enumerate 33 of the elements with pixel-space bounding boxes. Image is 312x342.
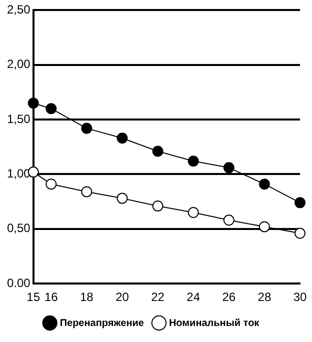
legend-label: Перенапряжение xyxy=(60,318,144,329)
point xyxy=(188,207,199,218)
y-tick-label: 2,50 xyxy=(6,2,31,17)
point xyxy=(28,98,39,109)
point xyxy=(258,221,270,232)
point xyxy=(223,162,234,174)
point xyxy=(223,214,234,226)
x-tick-label: 16 xyxy=(44,290,58,304)
point xyxy=(46,178,57,190)
x-tick-label: 28 xyxy=(258,290,272,304)
point xyxy=(116,132,128,144)
y-tick-label: 0,50 xyxy=(6,221,31,236)
point xyxy=(81,186,92,198)
point xyxy=(81,122,92,134)
point xyxy=(294,197,306,208)
point xyxy=(294,228,306,239)
legend-label: Номинальный ток xyxy=(168,318,260,329)
x-tick-label: 30 xyxy=(293,290,307,304)
y-tick-label: 1,50 xyxy=(6,112,31,126)
x-tick-label: 15 xyxy=(26,290,40,304)
x-tick-label: 20 xyxy=(116,290,130,304)
x-tick-label: 26 xyxy=(222,290,236,304)
point xyxy=(188,156,199,167)
point xyxy=(152,200,164,212)
point xyxy=(46,103,57,114)
x-tick-label: 22 xyxy=(151,290,165,304)
y-tick-label: 2,00 xyxy=(6,57,31,72)
x-tick-label: 24 xyxy=(186,290,200,304)
x-tick-label: 18 xyxy=(80,290,94,304)
point xyxy=(116,192,128,204)
point xyxy=(258,178,270,190)
y-tick-label: 0.00 xyxy=(6,276,31,290)
point xyxy=(152,146,164,157)
